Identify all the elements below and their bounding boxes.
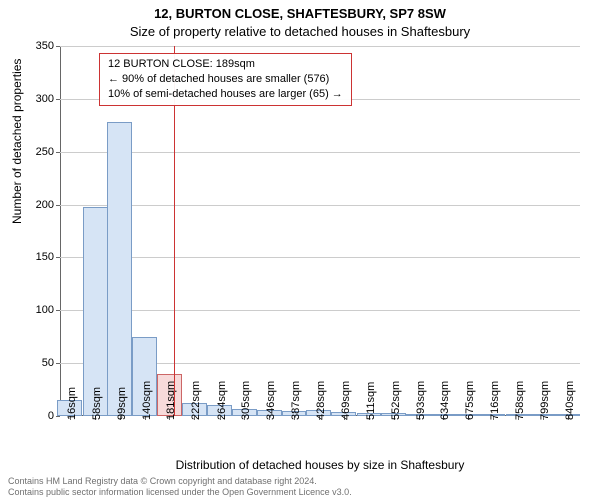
- xtick-label: 58sqm: [91, 387, 103, 420]
- histogram-plot-area: 05010015020025030035016sqm58sqm99sqm140s…: [60, 46, 580, 416]
- gridline-h: [60, 205, 580, 206]
- xtick-label: 511sqm: [365, 382, 377, 420]
- x-axis-title: Distribution of detached houses by size …: [60, 458, 580, 472]
- gridline-h: [60, 257, 580, 258]
- xtick-label: 675sqm: [464, 381, 476, 420]
- y-axis-title: Number of detached properties: [10, 59, 24, 224]
- gridline-h: [60, 152, 580, 153]
- xtick-label: 16sqm: [66, 387, 78, 420]
- xtick-label: 181sqm: [165, 381, 177, 420]
- xtick-label: 346sqm: [265, 381, 277, 420]
- xtick-label: 387sqm: [290, 381, 302, 420]
- ytick-label: 250: [36, 146, 60, 158]
- xtick-label: 593sqm: [415, 381, 427, 420]
- xtick-label: 222sqm: [190, 381, 202, 420]
- page-title-line1: 12, BURTON CLOSE, SHAFTESBURY, SP7 8SW: [0, 6, 600, 21]
- histogram-bar: [83, 207, 108, 416]
- xtick-label: 840sqm: [564, 381, 576, 420]
- page-title-line2: Size of property relative to detached ho…: [0, 24, 600, 39]
- xtick-label: 634sqm: [439, 381, 451, 420]
- ytick-label: 350: [36, 40, 60, 52]
- y-axis-line: [60, 46, 61, 416]
- annotation-line3: 10% of semi-detached houses are larger (…: [108, 87, 343, 102]
- xtick-label: 799sqm: [539, 381, 551, 420]
- ytick-label: 200: [36, 199, 60, 211]
- footer-attribution: Contains HM Land Registry data © Crown c…: [8, 476, 352, 498]
- ytick-label: 50: [42, 357, 60, 369]
- ytick-label: 100: [36, 304, 60, 316]
- footer-line1: Contains HM Land Registry data © Crown c…: [8, 476, 352, 487]
- annotation-line1: 12 BURTON CLOSE: 189sqm: [108, 57, 343, 72]
- xtick-label: 99sqm: [116, 387, 128, 420]
- ytick-label: 300: [36, 93, 60, 105]
- xtick-label: 758sqm: [514, 381, 526, 420]
- xtick-label: 552sqm: [390, 381, 402, 420]
- xtick-label: 716sqm: [489, 381, 501, 420]
- gridline-h: [60, 46, 580, 47]
- xtick-label: 264sqm: [216, 381, 228, 420]
- ytick-label: 150: [36, 251, 60, 263]
- footer-line2: Contains public sector information licen…: [8, 487, 352, 498]
- xtick-label: 140sqm: [141, 381, 153, 420]
- xtick-label: 305sqm: [240, 381, 252, 420]
- annotation-line2: ← 90% of detached houses are smaller (57…: [108, 72, 343, 87]
- histogram-bar: [107, 122, 132, 416]
- annotation-box: 12 BURTON CLOSE: 189sqm← 90% of detached…: [99, 53, 352, 106]
- xtick-label: 469sqm: [340, 381, 352, 420]
- xtick-label: 428sqm: [315, 381, 327, 420]
- gridline-h: [60, 310, 580, 311]
